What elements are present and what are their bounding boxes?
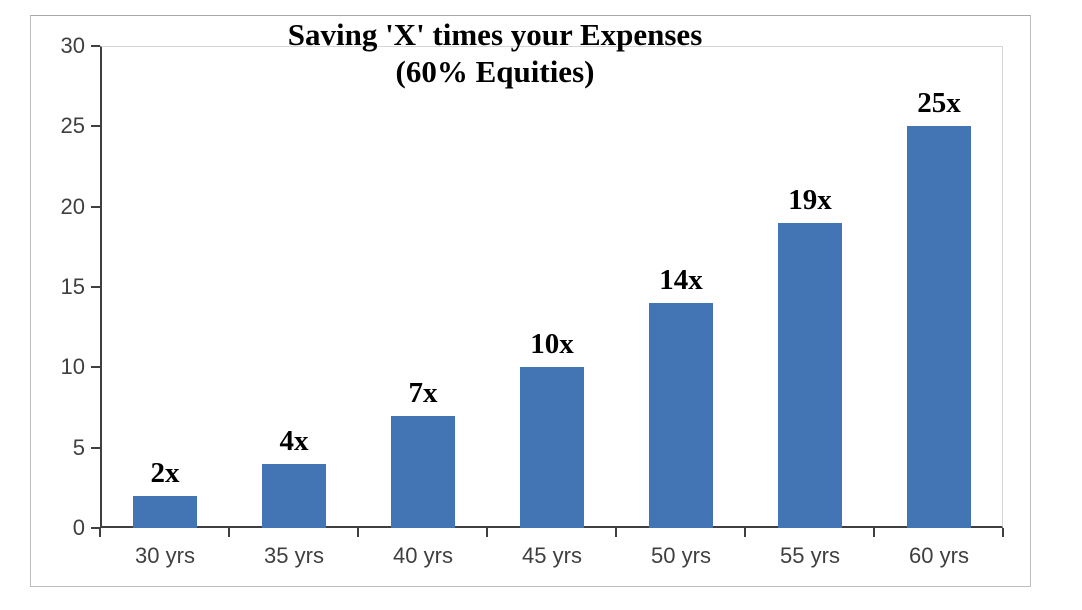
x-category-label: 45 yrs xyxy=(522,543,582,568)
y-tick-label: 20 xyxy=(60,194,85,219)
x-axis-tick xyxy=(486,528,488,537)
x-axis-tick xyxy=(873,528,875,537)
chart-title: Saving 'X' times your Expenses (60% Equi… xyxy=(30,16,960,90)
bar-value-label: 25x xyxy=(917,87,961,119)
x-category-label: 60 yrs xyxy=(909,543,969,568)
bar xyxy=(262,464,326,528)
x-axis-tick xyxy=(1002,528,1004,537)
bar xyxy=(907,126,971,528)
x-category-label: 55 yrs xyxy=(780,543,840,568)
y-axis-tick xyxy=(91,286,100,288)
x-category-label: 30 yrs xyxy=(135,543,195,568)
x-axis-tick xyxy=(615,528,617,537)
bar xyxy=(133,496,197,528)
y-axis-tick xyxy=(91,366,100,368)
y-tick-label: 30 xyxy=(60,33,85,58)
y-axis-tick xyxy=(91,447,100,449)
bar-value-label: 10x xyxy=(530,328,574,360)
y-tick-label: 0 xyxy=(72,515,85,540)
x-category-label: 40 yrs xyxy=(393,543,453,568)
bar-value-label: 14x xyxy=(659,264,703,296)
bar xyxy=(649,303,713,528)
bar xyxy=(391,416,455,528)
x-category-label: 50 yrs xyxy=(651,543,711,568)
y-tick-label: 25 xyxy=(60,113,85,138)
y-axis-tick xyxy=(91,45,100,47)
y-tick-label: 5 xyxy=(72,435,85,460)
bar-value-label: 2x xyxy=(150,457,180,489)
x-axis-tick xyxy=(228,528,230,537)
chart-title-line2: (60% Equities) xyxy=(395,54,595,89)
bar-value-label: 7x xyxy=(408,377,438,409)
y-tick-label: 15 xyxy=(60,274,85,299)
x-axis-tick xyxy=(744,528,746,537)
chart-title-line1: Saving 'X' times your Expenses xyxy=(287,17,703,52)
y-axis-tick xyxy=(91,206,100,208)
x-category-label: 35 yrs xyxy=(264,543,324,568)
x-axis-tick xyxy=(99,528,101,537)
bar-value-label: 19x xyxy=(788,184,832,216)
y-tick-label: 10 xyxy=(60,354,85,379)
bar xyxy=(520,367,584,528)
bar xyxy=(778,223,842,528)
bar-value-label: 4x xyxy=(279,425,309,457)
y-axis-tick xyxy=(91,527,100,529)
y-axis-tick xyxy=(91,125,100,127)
x-axis-tick xyxy=(357,528,359,537)
